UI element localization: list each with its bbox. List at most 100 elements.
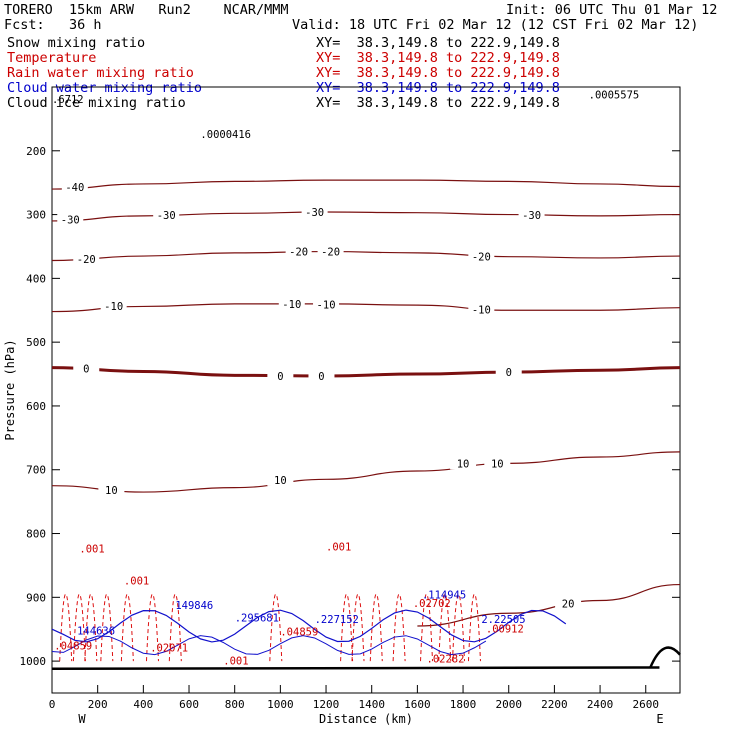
legend-xy-range: XY= 38.3,149.8 to 222.9,149.8 xyxy=(316,50,560,66)
init-time: Init: 06 UTC Thu 01 Mar 12 xyxy=(506,2,718,18)
contour-label-bg xyxy=(267,473,294,486)
rain-water-label: .02282 xyxy=(427,653,465,665)
legend-xy-range: XY= 38.3,149.8 to 222.9,149.8 xyxy=(316,65,560,81)
rain-water-contour xyxy=(369,593,383,662)
x-tick-label: 1000 xyxy=(267,698,294,711)
contour-label-bg xyxy=(57,213,84,226)
temperature-contour xyxy=(51,451,681,493)
rain-water-label: .04859 xyxy=(54,641,92,653)
cloud-water-label: 144636 xyxy=(77,625,115,637)
temperature-contour-label: -40 xyxy=(65,182,84,194)
temperature-contour xyxy=(51,179,681,190)
temperature-contour-label: -10 xyxy=(472,305,491,317)
x-tick-label: 200 xyxy=(88,698,108,711)
contour-label-bg xyxy=(285,245,312,258)
contour-label-bg xyxy=(308,369,335,382)
cloud-water-label: 2.22505 xyxy=(481,614,525,626)
cloud-water-contour xyxy=(51,609,567,643)
contour-label-bg xyxy=(317,245,344,258)
temperature-contour-label: 0 xyxy=(83,363,89,375)
temperature-contour-label: -30 xyxy=(522,210,541,222)
extremum-label: .0000416 xyxy=(200,129,251,141)
contour-label-bg xyxy=(518,209,545,222)
rain-water-contour xyxy=(59,593,73,662)
extremum-label: .0005575 xyxy=(589,89,640,101)
y-tick-label: 1000 xyxy=(20,655,47,668)
temperature-contour-label: -20 xyxy=(289,247,308,259)
contour-label-bg xyxy=(468,303,495,316)
rain-water-label: .001 xyxy=(223,655,248,667)
rain-water-label: .001 xyxy=(79,544,104,556)
x-tick-label: 800 xyxy=(225,698,245,711)
contour-label-bg xyxy=(153,209,180,222)
rain-water-label: .02071 xyxy=(150,643,188,655)
contour-label-bg xyxy=(100,299,127,312)
legend-field-name: Snow mixing ratio xyxy=(7,35,146,51)
contour-label-bg xyxy=(267,369,294,382)
legend-xy-range: XY= 38.3,149.8 to 222.9,149.8 xyxy=(316,35,560,51)
temperature-contour-label: -20 xyxy=(77,254,96,266)
legend-field-name: Temperature xyxy=(7,50,97,66)
contour-label-bg xyxy=(301,206,328,219)
temperature-contour-label: 0 xyxy=(506,367,512,379)
temperature-contour-label: -30 xyxy=(61,215,80,227)
y-tick-label: 300 xyxy=(26,209,46,222)
legend-field-name: Cloud ice mixing ratio xyxy=(7,95,186,111)
temperature-contour xyxy=(51,211,681,222)
rain-water-contour xyxy=(168,593,182,662)
y-tick-label: 900 xyxy=(26,591,46,604)
legend-field-name: Cloud water mixing ratio xyxy=(7,80,203,96)
temperature-contour-label: -10 xyxy=(282,299,301,311)
rain-water-contour xyxy=(100,593,114,662)
rain-water-label: .00912 xyxy=(486,623,524,635)
y-tick-label: 800 xyxy=(26,528,46,541)
rain-water-contour xyxy=(84,593,98,662)
contour-label-bg xyxy=(61,181,88,194)
contour-label-bg xyxy=(313,298,340,311)
model-title: TORERO 15km ARW Run2 NCAR/MMM xyxy=(4,2,289,18)
cloud-water-label: .114945 xyxy=(422,590,466,602)
east-label: E xyxy=(656,712,663,726)
legend-xy-range: XY= 38.3,149.8 to 222.9,149.8 xyxy=(316,80,560,96)
rain-water-label: .04859 xyxy=(280,627,318,639)
temperature-contour-label: -10 xyxy=(104,301,123,313)
temperature-contour-label: -30 xyxy=(157,210,176,222)
contour-label-bg xyxy=(73,253,100,266)
temperature-contour-label: -30 xyxy=(305,207,324,219)
y-tick-label: 200 xyxy=(26,145,46,158)
surface-line xyxy=(51,666,660,671)
temperature-contour xyxy=(51,250,681,262)
temperature-contour-label: 0 xyxy=(277,371,283,383)
contour-label-bg xyxy=(468,250,495,263)
temperature-contour-label: 10 xyxy=(274,475,287,487)
contour-label-bg xyxy=(98,484,125,497)
temperature-contour-label: 10 xyxy=(491,458,504,470)
contour-label-bg xyxy=(555,597,582,610)
rain-water-label: .02702 xyxy=(413,598,451,610)
rain-water-label: .001 xyxy=(326,542,351,554)
rain-water-contour xyxy=(72,593,86,662)
rain-water-contour xyxy=(340,593,354,662)
x-tick-label: 2400 xyxy=(587,698,614,711)
rain-water-contour xyxy=(145,593,159,662)
x-tick-label: 2200 xyxy=(541,698,568,711)
y-tick-label: 700 xyxy=(26,464,46,477)
valid-time: Valid: 18 UTC Fri 02 Mar 12 (12 CST Fri … xyxy=(292,17,699,33)
legend-field-name: Rain water mixing ratio xyxy=(7,65,194,81)
contour-label-bg xyxy=(450,457,477,470)
temperature-contour-label: 0 xyxy=(318,371,324,383)
terrain-rise xyxy=(649,646,681,668)
legend-xy-range: XY= 38.3,149.8 to 222.9,149.8 xyxy=(316,95,560,111)
forecast-hour: Fcst: 36 h xyxy=(4,17,102,33)
x-tick-label: 2600 xyxy=(632,698,659,711)
contour-label-bg xyxy=(484,457,511,470)
cloud-water-contour xyxy=(51,635,487,656)
y-axis-title: Pressure (hPa) xyxy=(3,339,17,440)
west-label: W xyxy=(78,712,86,726)
temperature-contour-label: -10 xyxy=(317,300,336,312)
extremum-label: .6712 xyxy=(52,94,84,106)
temperature-contour-label: -20 xyxy=(321,247,340,259)
temperature-contour xyxy=(51,303,681,313)
cloud-water-label: 149846 xyxy=(175,600,213,612)
x-axis-title: Distance (km) xyxy=(319,712,413,726)
